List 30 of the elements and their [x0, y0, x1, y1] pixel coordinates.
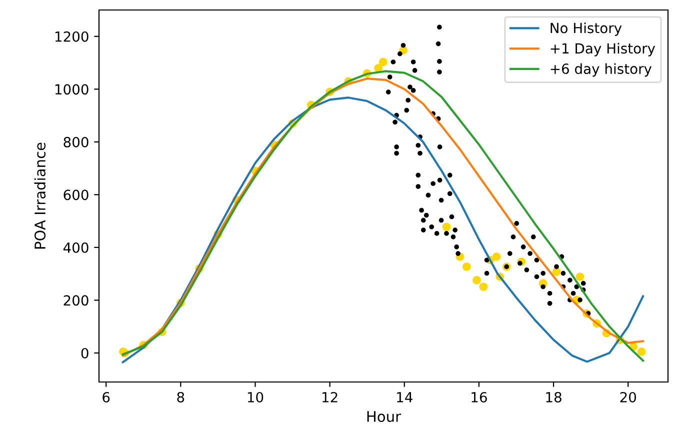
point: [472, 276, 481, 284]
y-tick-label: 400: [63, 242, 88, 253]
x-axis-title: Hour: [367, 411, 402, 422]
point: [442, 222, 451, 232]
y-tick-label: 200: [64, 295, 88, 306]
x-tick-label: 8: [177, 392, 184, 402]
point: [552, 268, 561, 276]
point: [576, 272, 584, 281]
point: [462, 262, 471, 271]
x-tick-label: 10: [248, 392, 264, 402]
y-tick-label: 600: [64, 190, 88, 200]
x-tick-label: 16: [472, 392, 487, 402]
legend-label: +1 Day History: [550, 42, 656, 56]
y-axis-title: POA Irradiance: [34, 142, 46, 249]
point: [637, 347, 646, 356]
y-tick-label: 800: [64, 136, 88, 148]
x-tick-label: 20: [620, 392, 636, 402]
legend-label: No History: [550, 22, 622, 36]
x-tick-label: 12: [322, 392, 338, 402]
x-tick-label: 18: [546, 392, 562, 402]
x-tick-label: 6: [102, 392, 110, 402]
point: [492, 252, 501, 261]
legend-label: +6 day history: [550, 63, 652, 77]
y-tick-label: 0: [81, 348, 88, 358]
x-tick-label: 14: [397, 392, 412, 402]
point: [374, 64, 382, 72]
point: [479, 282, 488, 291]
y-tick-label: 1000: [55, 84, 88, 95]
y-tick-label: 1200: [55, 31, 88, 42]
point: [378, 58, 388, 66]
